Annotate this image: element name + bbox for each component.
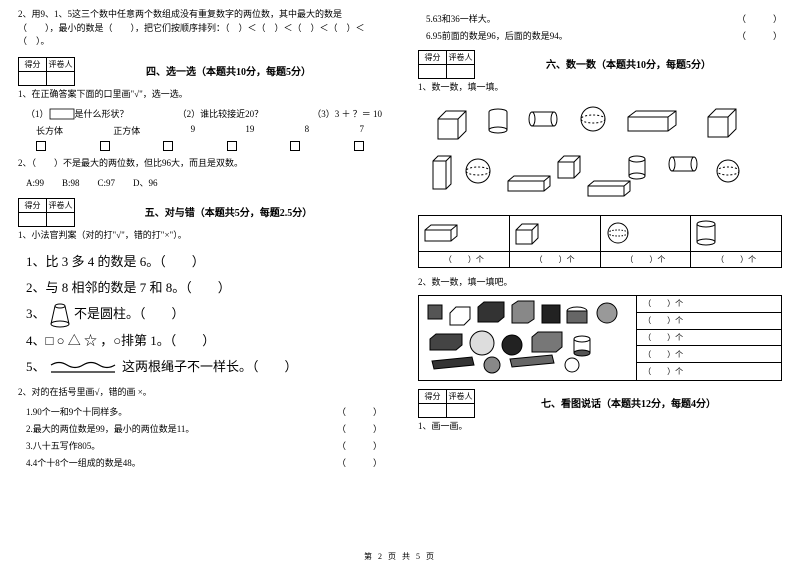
score-table-6: 得分评卷人: [418, 50, 475, 79]
sec4-q1: 1、在正确答案下面的口里画"√"，选一选。: [18, 88, 382, 102]
big5-prefix: 5、: [26, 359, 46, 374]
opt-2b: 19: [245, 124, 254, 137]
big3-prefix: 3、: [26, 306, 46, 321]
mixed-shapes-icon: [422, 299, 622, 377]
cell-cube: [509, 215, 600, 251]
big-q2: 2、与 8 相邻的数是 7 和 8。（ ）: [18, 275, 382, 301]
grader-lbl: 评卷人: [47, 57, 75, 71]
opt-1b: 正方体: [113, 124, 140, 137]
slot: （ ）个: [636, 330, 781, 347]
shapes-mix: [419, 296, 636, 380]
sec5-q2-4: 4.4个十8个一组成的数是48。 （ ）: [18, 456, 382, 469]
count-slots: （ ）个 （ ）个 （ ）个 （ ）个 （ ）个: [636, 296, 781, 380]
big-q4: 4、□ ○ △ ☆ ，○排第 1。（ ）: [18, 328, 382, 354]
section4-title: 四、选一选（本题共10分，每题5分）: [75, 57, 382, 78]
sec4-q1-row1: （1）是什么形状？ （2）谁比较接近20？ （3）3 ＋ ？＝ 10: [18, 107, 382, 120]
sec4-q2: 2、（ ）不是最大的两位数，但比96大，而且是双数。: [18, 157, 382, 171]
checkbox[interactable]: [227, 141, 237, 151]
slot: （ ）个: [636, 346, 781, 363]
page-footer: 第 2 页 共 5 页: [0, 551, 800, 562]
txt: 4.4个十8个一组成的数是48。: [26, 456, 141, 469]
checkbox[interactable]: [163, 141, 173, 151]
section6-header: 得分评卷人 六、数一数（本题共10分，每题5分）: [418, 50, 782, 79]
grader-lbl: 评卷人: [47, 199, 75, 213]
wavy-lines-icon: [49, 360, 119, 376]
opt-1a: 长方体: [36, 124, 63, 137]
checkbox[interactable]: [290, 141, 300, 151]
left-column: 2、用9、1、5这三个数中任意两个数组成没有重复数字的两位数，其中最大的数是（ …: [0, 0, 400, 565]
sec5-q1: 1、小法官判案（对的打"√"，错的打"×"）。: [18, 229, 382, 243]
big-q5: 5、 这两根绳子不一样长。（ ）: [18, 354, 382, 380]
sec4-opts-row: 长方体 正方体 9 19 8 7: [18, 124, 382, 137]
opt-3b: 7: [359, 124, 364, 137]
sec5-q2-3: 3.八十五写作805。 （ ）: [18, 439, 382, 452]
paren: （ ）: [337, 439, 382, 452]
txt: 6.95前面的数是96，后面的数是94。: [426, 29, 568, 42]
paren: （ ）: [737, 29, 782, 42]
section5-header: 得分评卷人 五、对与错（本题共5分，每题2.5分）: [18, 198, 382, 227]
grader-lbl: 评卷人: [447, 390, 475, 404]
opt-2a: 9: [191, 124, 196, 137]
big5-suffix: 这两根绳子不一样长。（ ）: [122, 359, 298, 374]
big-q1: 1、比 3 多 4 的数是 6。（ ）: [18, 249, 382, 275]
opt-3a: 8: [305, 124, 310, 137]
right-top1: 5.63和36一样大。 （ ）: [418, 12, 782, 25]
count-lbl: （ ）个: [509, 251, 600, 267]
big3-suffix: 不是圆柱。（ ）: [74, 306, 185, 321]
sec4-q2-opts: A:99 B:98 C:97 D、96: [18, 177, 382, 191]
count-lbl: （ ）个: [691, 251, 782, 267]
sec4-q1-1: （1）是什么形状？: [26, 107, 129, 120]
frustum-icon: [49, 302, 71, 328]
slot: （ ）个: [636, 363, 781, 380]
cell-sphere: [600, 215, 691, 251]
q2-top: 2、用9、1、5这三个数中任意两个数组成没有重复数字的两位数，其中最大的数是（ …: [18, 8, 382, 49]
checkbox[interactable]: [36, 141, 46, 151]
sec5-q2: 2、对的在括号里画√，错的画 ×。: [18, 386, 382, 400]
shapes-scatter: [418, 101, 758, 211]
count-lbl: （ ）个: [600, 251, 691, 267]
section7-header: 得分评卷人 七、看图说话（本题共12分，每题4分）: [418, 389, 782, 418]
right-top2: 6.95前面的数是96，后面的数是94。 （ ）: [418, 29, 782, 42]
score-lbl: 得分: [419, 51, 447, 65]
score-table-4: 得分评卷人: [18, 57, 75, 86]
score-table-7: 得分评卷人: [418, 389, 475, 418]
sec6-q2: 2、数一数，填一填吧。: [418, 276, 782, 290]
sec4-q1-3: （3）3 ＋ ？＝ 10: [312, 107, 382, 120]
sec6-q1: 1、数一数，填一填。: [418, 81, 782, 95]
section6-title: 六、数一数（本题共10分，每题5分）: [475, 50, 782, 71]
txt: 2.最大的两位数是99，最小的两位数是11。: [26, 422, 194, 435]
sec4-box-row: [18, 141, 382, 151]
txt: 5.63和36一样大。: [426, 12, 496, 25]
paren: （ ）: [737, 12, 782, 25]
sec5-q2-2: 2.最大的两位数是99，最小的两位数是11。 （ ）: [18, 422, 382, 435]
txt: 3.八十五写作805。: [26, 439, 100, 452]
big-q3: 3、 不是圆柱。（ ）: [18, 301, 382, 328]
paren: （ ）: [337, 422, 382, 435]
sec5-q2-1: 1.90个一和9个十同样多。 （ ）: [18, 405, 382, 418]
cell-cylinder: [691, 215, 782, 251]
slot: （ ）个: [636, 313, 781, 330]
score-lbl: 得分: [419, 390, 447, 404]
section7-title: 七、看图说话（本题共12分，每题4分）: [475, 389, 782, 410]
score-table-5: 得分评卷人: [18, 198, 75, 227]
grader-lbl: 评卷人: [447, 51, 475, 65]
paren: （ ）: [337, 405, 382, 418]
right-column: 5.63和36一样大。 （ ） 6.95前面的数是96，后面的数是94。 （ ） 得…: [400, 0, 800, 565]
txt: 1.90个一和9个十同样多。: [26, 405, 127, 418]
section4-header: 得分评卷人 四、选一选（本题共10分，每题5分）: [18, 57, 382, 86]
sec4-q1-2: （2）谁比较接近20？: [178, 107, 264, 120]
paren: （ ）: [337, 456, 382, 469]
slot: （ ）个: [636, 296, 781, 313]
checkbox[interactable]: [354, 141, 364, 151]
count-lbl: （ ）个: [419, 251, 510, 267]
shapes-block-2: （ ）个 （ ）个 （ ）个 （ ）个 （ ）个: [418, 295, 782, 381]
score-lbl: 得分: [19, 199, 47, 213]
section5-title: 五、对与错（本题共5分，每题2.5分）: [75, 198, 382, 219]
shape-count-table: （ ）个 （ ）个 （ ）个 （ ）个: [418, 215, 782, 268]
sec7-q1: 1、画一画。: [418, 420, 782, 434]
checkbox[interactable]: [100, 141, 110, 151]
cell-cuboid: [419, 215, 510, 251]
score-lbl: 得分: [19, 57, 47, 71]
cuboid-icon: [49, 108, 75, 120]
